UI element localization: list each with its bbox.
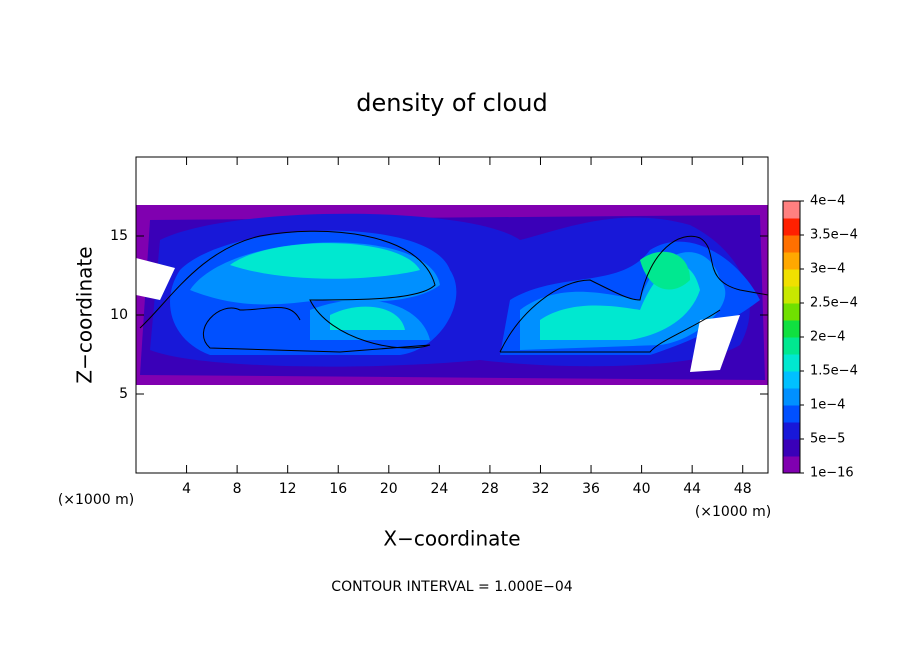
- colorbar-tick-label: 2.5e−4: [810, 296, 858, 311]
- y-tick-label: 15: [110, 228, 128, 244]
- colorbar-band: [783, 252, 800, 270]
- colorbar-band: [783, 422, 800, 440]
- colorbar-band: [783, 303, 800, 321]
- x-tick-label: 8: [233, 481, 242, 497]
- x-tick-label: 4: [182, 481, 191, 497]
- x-axis-label: X−coordinate: [383, 527, 520, 551]
- x-tick-label: 48: [734, 481, 752, 497]
- chart-title: density of cloud: [356, 89, 547, 117]
- colorbar-band: [783, 388, 800, 406]
- blank-region: [136, 258, 175, 300]
- x-tick-label: 36: [582, 481, 600, 497]
- x-tick-label: 16: [329, 481, 347, 497]
- x-tick-label: 12: [279, 481, 297, 497]
- contour-region: [330, 306, 405, 330]
- blank-region: [690, 315, 740, 372]
- x-tick-label: 24: [430, 481, 448, 497]
- colorbar-band: [783, 320, 800, 338]
- y-tick-label: 10: [110, 307, 128, 323]
- colorbar-tick-label: 1e−16: [810, 466, 854, 481]
- contour-region: [640, 251, 690, 290]
- colorbar-band: [783, 439, 800, 457]
- x-tick-label: 32: [532, 481, 550, 497]
- contour-region: [230, 243, 420, 279]
- y-axis-label: Z−coordinate: [73, 246, 97, 383]
- colorbar-tick-label: 4e−4: [810, 194, 845, 209]
- colorbar-band: [783, 337, 800, 355]
- x-tick-label: 20: [380, 481, 398, 497]
- colorbar-tick-label: 5e−5: [810, 432, 845, 447]
- colorbar-band: [783, 354, 800, 372]
- x-tick-label: 28: [481, 481, 499, 497]
- colorbar-band: [783, 201, 800, 219]
- colorbar-band: [783, 456, 800, 474]
- y-tick-label: 5: [119, 386, 128, 402]
- colorbar-tick-label: 1e−4: [810, 398, 845, 413]
- x-tick-label: 40: [633, 481, 651, 497]
- colorbar-tick-label: 3.5e−4: [810, 228, 858, 243]
- colorbar-band: [783, 218, 800, 236]
- colorbar-tick-label: 2e−4: [810, 330, 845, 345]
- colorbar-band: [783, 235, 800, 253]
- x-unit-label: (×1000 m): [58, 492, 134, 508]
- colorbar-band: [783, 286, 800, 304]
- x-tick-label: 44: [683, 481, 701, 497]
- colorbar-band: [783, 269, 800, 287]
- colorbar-band: [783, 371, 800, 389]
- contour-line: [139, 230, 436, 353]
- x-unit-label: (×1000 m): [695, 504, 771, 520]
- contour-line: [499, 235, 769, 353]
- contour-field: [136, 205, 769, 385]
- colorbar-band: [783, 405, 800, 423]
- annotation: CONTOUR INTERVAL = 1.000E−04: [331, 579, 572, 595]
- colorbar-tick-label: 3e−4: [810, 262, 845, 277]
- colorbar-tick-label: 1.5e−4: [810, 364, 858, 379]
